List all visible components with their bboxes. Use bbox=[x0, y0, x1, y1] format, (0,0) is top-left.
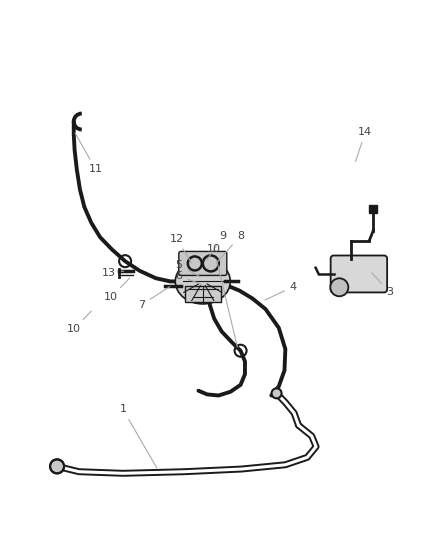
Text: 11: 11 bbox=[75, 133, 102, 174]
Text: 14: 14 bbox=[355, 127, 371, 161]
Circle shape bbox=[50, 459, 64, 473]
Text: 10: 10 bbox=[103, 278, 130, 302]
Text: 10: 10 bbox=[67, 311, 91, 334]
Text: 10: 10 bbox=[207, 245, 237, 347]
Ellipse shape bbox=[175, 259, 230, 304]
Circle shape bbox=[271, 389, 281, 398]
FancyBboxPatch shape bbox=[330, 255, 386, 293]
Text: 1: 1 bbox=[119, 405, 156, 467]
Text: 13: 13 bbox=[102, 268, 124, 278]
Bar bbox=[368, 205, 376, 213]
Text: 7: 7 bbox=[138, 287, 170, 310]
Text: 5: 5 bbox=[175, 261, 200, 277]
Text: 3: 3 bbox=[371, 273, 392, 297]
FancyBboxPatch shape bbox=[178, 252, 226, 276]
Text: 8: 8 bbox=[215, 231, 244, 263]
Bar bbox=[184, 286, 220, 302]
Text: 4: 4 bbox=[265, 282, 296, 300]
Circle shape bbox=[329, 278, 348, 296]
Text: 12: 12 bbox=[169, 234, 191, 263]
Text: 6: 6 bbox=[175, 271, 201, 284]
Text: 9: 9 bbox=[206, 231, 226, 260]
